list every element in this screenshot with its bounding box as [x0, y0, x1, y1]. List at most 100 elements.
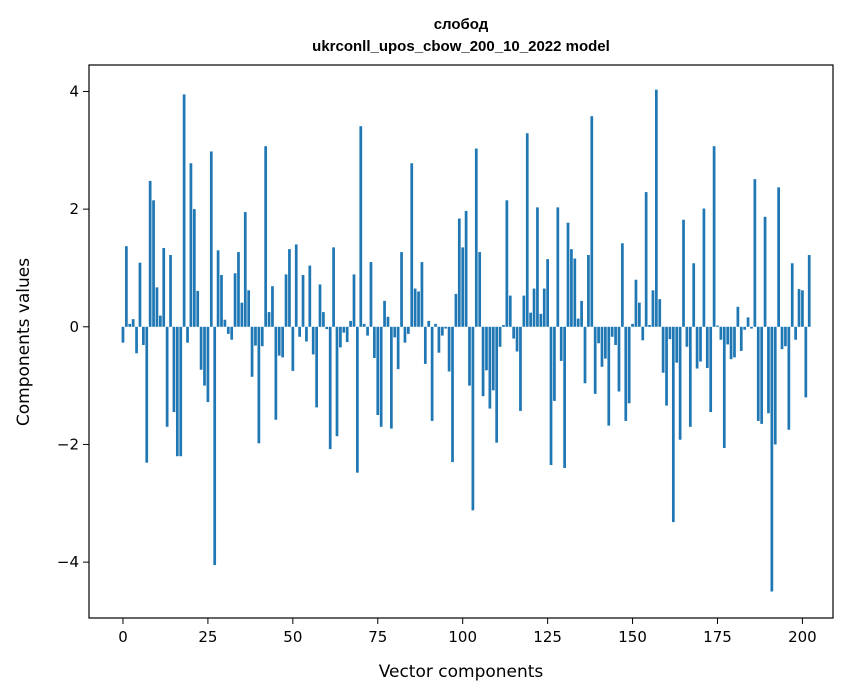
bar-98: [454, 293, 458, 327]
bar-102: [468, 326, 471, 386]
bar-157: [654, 89, 658, 327]
bar-177: [722, 326, 726, 448]
bar-83: [403, 326, 407, 343]
bar-202: [807, 255, 811, 327]
bar-194: [780, 326, 784, 350]
bar-189: [763, 216, 767, 327]
bar-188: [760, 326, 764, 424]
bar-160: [665, 326, 668, 406]
bar-171: [702, 208, 706, 327]
y-axis-ticks: −4 −2 0 2 4: [57, 82, 89, 571]
bar-50: [291, 326, 295, 371]
bar-150: [631, 323, 634, 327]
bar-56: [311, 326, 315, 355]
bar-46: [277, 326, 281, 356]
bar-165: [682, 219, 685, 327]
bar-185: [750, 326, 753, 329]
bar-93: [437, 326, 441, 353]
bar-100: [461, 247, 465, 327]
bar-76: [379, 326, 383, 427]
bar-184: [746, 317, 750, 327]
bar-75: [376, 326, 380, 416]
bar-37: [247, 290, 251, 327]
bar-5: [138, 262, 142, 327]
x-tick-label: 175: [703, 628, 732, 646]
bar-193: [777, 187, 780, 327]
x-tick-label: 200: [788, 628, 817, 646]
bar-77: [383, 300, 386, 327]
bar-80: [393, 326, 397, 338]
bar-178: [726, 326, 730, 345]
bar-109: [491, 326, 495, 391]
bar-186: [753, 179, 757, 327]
bar-101: [464, 210, 468, 327]
bar-62: [332, 247, 335, 327]
bar-92: [434, 323, 437, 327]
bar-15: [172, 326, 176, 413]
bar-156: [651, 290, 655, 327]
bar-190: [767, 326, 770, 414]
bar-162: [671, 326, 675, 523]
bar-141: [600, 326, 604, 367]
bar-146: [617, 326, 621, 392]
bar-91: [430, 326, 434, 421]
bar-38: [250, 326, 254, 377]
bar-57: [315, 326, 318, 408]
bar-29: [220, 275, 223, 327]
bar-60: [325, 326, 329, 330]
bar-39: [254, 326, 257, 346]
bar-192: [773, 326, 777, 445]
bar-0: [121, 326, 125, 343]
bar-13: [165, 326, 169, 427]
y-tick-label: 2: [69, 200, 79, 218]
bar-148: [624, 326, 628, 421]
bar-131: [566, 222, 570, 327]
bar-161: [668, 326, 672, 340]
bar-85: [410, 163, 414, 327]
bar-74: [373, 326, 376, 358]
x-tick-label: 150: [618, 628, 647, 646]
bar-17: [179, 326, 183, 457]
bar-71: [362, 323, 366, 327]
bar-144: [610, 326, 614, 337]
bar-152: [638, 302, 641, 327]
bar-155: [648, 325, 651, 327]
bar-31: [226, 326, 230, 334]
bar-19: [186, 326, 189, 343]
bar-118: [522, 295, 526, 327]
bar-12: [162, 247, 166, 327]
bar-145: [614, 326, 617, 346]
bar-55: [308, 265, 312, 327]
x-tick-label: 100: [448, 628, 477, 646]
bar-104: [474, 148, 478, 327]
bar-48: [284, 274, 288, 327]
bar-117: [519, 326, 522, 411]
bar-116: [515, 326, 519, 352]
bar-25: [206, 326, 210, 403]
bar-2: [128, 323, 132, 327]
bar-64: [339, 326, 342, 348]
bar-68: [352, 274, 356, 327]
bar-7: [145, 326, 149, 463]
bar-112: [502, 325, 505, 327]
bar-158: [658, 299, 662, 327]
bar-115: [512, 326, 516, 339]
x-tick-label: 0: [118, 628, 128, 646]
bar-175: [716, 325, 719, 327]
bar-164: [678, 326, 682, 440]
bar-197: [790, 263, 794, 327]
bar-159: [661, 326, 665, 373]
x-axis-label: Vector components: [379, 662, 544, 682]
bar-1: [125, 246, 128, 327]
bar-107: [485, 326, 488, 371]
bar-198: [794, 326, 797, 340]
bar-73: [369, 262, 373, 327]
bar-154: [644, 192, 648, 327]
bar-16: [175, 326, 179, 457]
bar-63: [335, 326, 339, 437]
bar-86: [413, 288, 417, 327]
bar-82: [400, 252, 403, 327]
bar-168: [692, 263, 696, 327]
bar-10: [155, 287, 159, 327]
x-tick-label: 125: [533, 628, 562, 646]
